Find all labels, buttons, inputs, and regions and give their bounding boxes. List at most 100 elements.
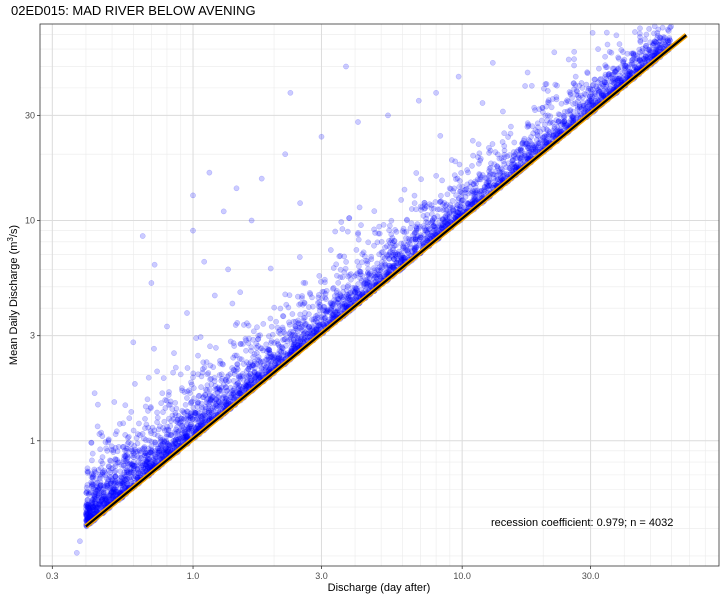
- data-point: [100, 489, 107, 496]
- data-point: [458, 198, 465, 204]
- data-point: [486, 171, 493, 177]
- data-point: [643, 52, 649, 59]
- data-point: [197, 334, 204, 340]
- y-tick-label: 30: [25, 110, 35, 120]
- data-point: [260, 347, 266, 354]
- data-point: [255, 336, 261, 343]
- data-point: [120, 481, 127, 488]
- data-point: [287, 334, 294, 340]
- data-point: [458, 197, 465, 204]
- data-point: [484, 184, 490, 191]
- data-point: [397, 258, 404, 265]
- data-point: [499, 139, 506, 145]
- data-point: [666, 35, 673, 41]
- data-point: [359, 289, 366, 296]
- data-point: [91, 390, 98, 397]
- data-point: [487, 147, 494, 154]
- data-point: [204, 387, 210, 393]
- data-point: [209, 397, 216, 404]
- data-point: [188, 413, 195, 420]
- data-point: [365, 265, 372, 272]
- data-point: [408, 220, 415, 227]
- data-point: [273, 358, 279, 365]
- data-point: [317, 307, 323, 314]
- data-point: [239, 371, 246, 377]
- data-point: [508, 123, 514, 130]
- data-point: [280, 345, 286, 352]
- data-point: [394, 262, 401, 269]
- data-point: [388, 231, 395, 238]
- data-point: [471, 196, 478, 203]
- data-point: [322, 318, 329, 324]
- data-point: [380, 221, 387, 228]
- data-point: [110, 493, 117, 500]
- data-point: [190, 192, 196, 199]
- data-point: [345, 273, 351, 280]
- data-point: [332, 228, 339, 235]
- data-point: [336, 296, 343, 302]
- data-point: [542, 112, 549, 119]
- data-point: [207, 376, 213, 383]
- data-point: [413, 224, 420, 231]
- data-point: [139, 233, 146, 239]
- data-point: [258, 175, 265, 182]
- data-point: [130, 462, 136, 469]
- data-point: [423, 203, 430, 210]
- data-point: [598, 92, 605, 98]
- data-point: [340, 284, 347, 291]
- data-point: [204, 382, 211, 389]
- data-point: [327, 247, 334, 253]
- data-point: [292, 343, 299, 350]
- data-point: [571, 56, 577, 62]
- data-point: [653, 38, 659, 45]
- data-point: [172, 440, 179, 447]
- data-point: [112, 457, 119, 463]
- data-point: [237, 341, 244, 347]
- data-point: [639, 59, 645, 66]
- data-point: [237, 289, 244, 296]
- data-point: [109, 485, 116, 492]
- data-point: [195, 393, 202, 399]
- data-point: [239, 385, 246, 392]
- data-point: [119, 475, 125, 481]
- data-point: [554, 124, 561, 130]
- data-point: [344, 228, 351, 235]
- data-point: [148, 453, 155, 460]
- data-point: [160, 375, 167, 381]
- data-point: [457, 203, 464, 210]
- data-point: [423, 219, 429, 225]
- data-point: [544, 133, 550, 140]
- data-point: [88, 483, 95, 490]
- data-point: [422, 228, 429, 234]
- data-point: [290, 318, 297, 325]
- data-point: [552, 128, 559, 135]
- data-point: [342, 265, 349, 272]
- data-point: [213, 396, 220, 403]
- data-point: [280, 329, 287, 336]
- data-point: [190, 374, 196, 381]
- data-point: [622, 65, 629, 72]
- data-point: [112, 488, 119, 495]
- data-point: [297, 311, 304, 318]
- data-point: [381, 273, 387, 279]
- data-point: [309, 294, 315, 301]
- data-point: [624, 71, 631, 77]
- data-point: [603, 29, 610, 36]
- data-point: [87, 504, 94, 511]
- data-point: [329, 312, 335, 319]
- data-point: [475, 141, 482, 148]
- data-point: [613, 32, 620, 39]
- data-point: [315, 300, 321, 306]
- data-point: [355, 236, 362, 243]
- recession-annotation: recession coefficient: 0.979; n = 4032: [491, 517, 673, 529]
- data-point: [587, 93, 593, 99]
- data-point: [137, 448, 143, 455]
- data-point: [180, 425, 187, 432]
- data-point: [541, 134, 548, 140]
- data-point: [470, 197, 477, 204]
- data-point: [84, 515, 91, 522]
- data-point: [532, 149, 538, 156]
- data-point: [128, 452, 135, 459]
- data-point: [139, 468, 146, 475]
- data-point: [84, 514, 90, 521]
